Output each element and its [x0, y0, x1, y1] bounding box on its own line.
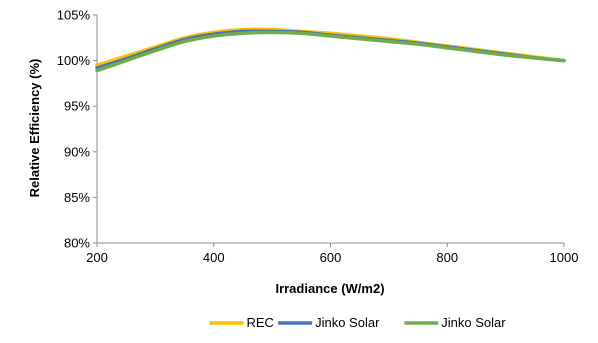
x-tick-label: 600 — [320, 250, 342, 265]
x-tick-label: 400 — [203, 250, 225, 265]
x-tick-label: 800 — [436, 250, 458, 265]
legend-item-2: Jinko Solar — [278, 315, 380, 330]
legend-item-1: REC — [209, 315, 274, 330]
tick-labels: 80% 85% 90% 95% 100% 105% 200 400 600 800 1000 — [57, 8, 579, 266]
x-axis-title: Irradiance (W/m2) — [275, 281, 384, 296]
x-tick-label: 200 — [86, 250, 108, 265]
y-tick-label: 100% — [57, 53, 91, 68]
x-tick-label: 1000 — [550, 250, 579, 265]
series-line-3 — [95, 30, 566, 73]
legend: REC Jinko Solar Jinko Solar — [209, 315, 506, 330]
y-tick-label: 90% — [64, 144, 90, 159]
y-tick-label: 85% — [64, 190, 90, 205]
y-tick-label: 95% — [64, 99, 90, 114]
legend-label: REC — [247, 315, 274, 330]
y-axis-title: Relative Efficiency (%) — [27, 59, 42, 198]
axes — [93, 14, 565, 247]
y-tick-label: 105% — [57, 8, 91, 23]
legend-label: Jinko Solar — [315, 315, 380, 330]
legend-label: Jinko Solar — [441, 315, 506, 330]
series-lines — [95, 27, 566, 73]
legend-item-3: Jinko Solar — [404, 315, 506, 330]
y-tick-label: 80% — [64, 236, 90, 251]
